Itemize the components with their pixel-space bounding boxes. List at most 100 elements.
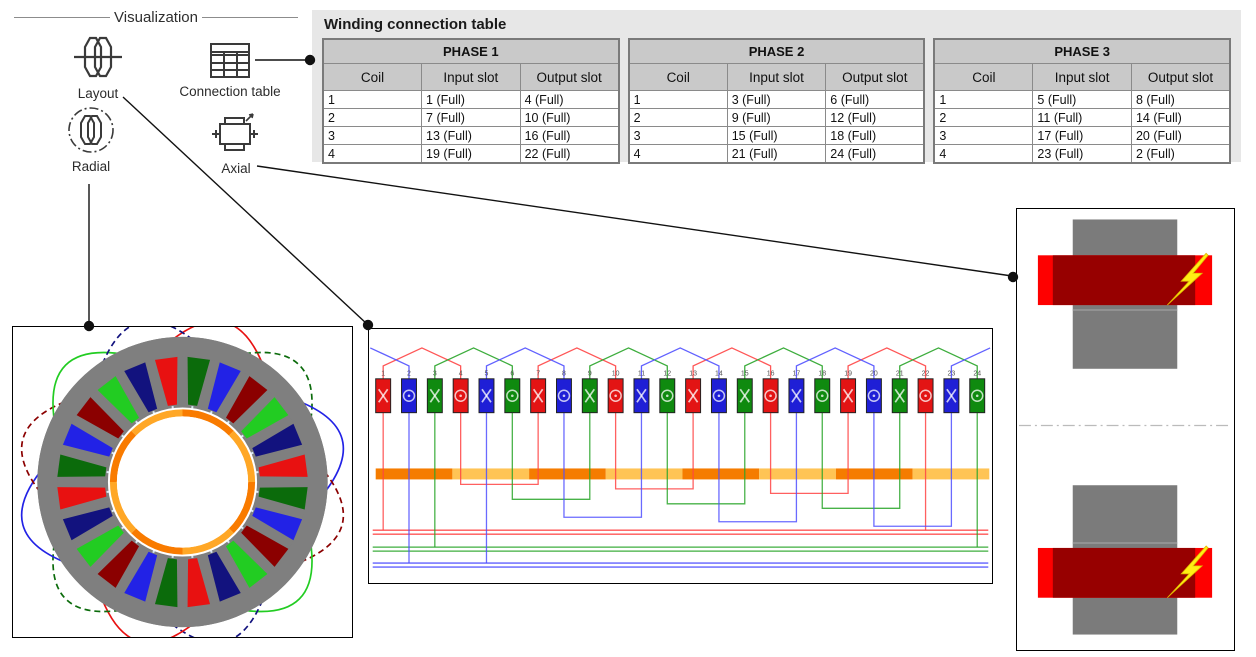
table-cell: 5 (Full) bbox=[1032, 90, 1132, 109]
table-cell: 1 bbox=[933, 90, 1034, 109]
table-row: 4 23 (Full) 2 (Full) bbox=[933, 144, 1231, 164]
svg-text:10: 10 bbox=[612, 370, 620, 377]
svg-text:3: 3 bbox=[433, 370, 437, 377]
table-cell: 17 (Full) bbox=[1032, 126, 1132, 145]
column-header: Input slot bbox=[421, 63, 521, 91]
option-axial[interactable]: Axial bbox=[196, 111, 276, 176]
svg-text:7: 7 bbox=[536, 370, 540, 377]
option-layout[interactable]: Layout bbox=[58, 32, 138, 101]
table-row: 3 17 (Full) 20 (Full) bbox=[933, 126, 1231, 145]
table-cell: 21 (Full) bbox=[726, 144, 827, 164]
column-header: Output slot bbox=[825, 63, 925, 91]
axial-view-icon bbox=[212, 113, 258, 151]
table-cell: 16 (Full) bbox=[519, 126, 620, 145]
table-cell: 4 (Full) bbox=[519, 90, 620, 109]
table-cell: 2 bbox=[322, 108, 423, 127]
column-header: Input slot bbox=[1032, 63, 1132, 91]
table-icon bbox=[210, 43, 250, 78]
option-connection-table-label: Connection table bbox=[179, 84, 281, 99]
table-cell: 7 (Full) bbox=[421, 108, 521, 127]
svg-text:16: 16 bbox=[767, 370, 775, 377]
table-cell: 18 (Full) bbox=[825, 126, 925, 145]
svg-text:11: 11 bbox=[638, 370, 645, 377]
table-row: 3 13 (Full) 16 (Full) bbox=[322, 126, 620, 145]
phase-header: PHASE 2 bbox=[628, 38, 925, 64]
svg-text:23: 23 bbox=[948, 370, 956, 377]
svg-text:4: 4 bbox=[459, 370, 463, 377]
table-row: 4 21 (Full) 24 (Full) bbox=[628, 144, 925, 164]
svg-text:2: 2 bbox=[407, 370, 411, 377]
table-cell: 8 (Full) bbox=[1130, 90, 1231, 109]
table-cell: 22 (Full) bbox=[519, 144, 620, 164]
table-cell: 23 (Full) bbox=[1032, 144, 1132, 164]
table-cell: 2 bbox=[933, 108, 1034, 127]
table-cell: 3 bbox=[628, 126, 728, 145]
svg-text:1: 1 bbox=[381, 370, 385, 377]
svg-text:24: 24 bbox=[973, 370, 981, 377]
svg-text:14: 14 bbox=[715, 370, 723, 377]
visualization-group: Visualization bbox=[14, 8, 299, 26]
phase-header: PHASE 1 bbox=[322, 38, 620, 64]
lightning-bolt-icon bbox=[1167, 545, 1209, 599]
radial-cross-section-drawing bbox=[20, 327, 345, 637]
column-header: Output slot bbox=[1130, 63, 1231, 91]
table-cell: 4 bbox=[322, 144, 423, 164]
table-cell: 15 (Full) bbox=[726, 126, 827, 145]
phase-table-1: PHASE 1 Coil Input slot Output slot 1 1 (Full… bbox=[322, 38, 620, 164]
table-cell: 19 (Full) bbox=[421, 144, 521, 164]
axial-view-drawing bbox=[1018, 219, 1233, 635]
legend-rule-left bbox=[14, 16, 111, 18]
table-cell: 2 (Full) bbox=[1130, 144, 1231, 164]
svg-text:13: 13 bbox=[689, 370, 697, 377]
table-cell: 4 bbox=[628, 144, 728, 164]
svg-text:12: 12 bbox=[663, 370, 671, 377]
table-cell: 11 (Full) bbox=[1032, 108, 1132, 127]
option-radial[interactable]: Radial bbox=[58, 105, 124, 174]
visualization-group-label: Visualization bbox=[114, 8, 198, 26]
winding-layout-icon bbox=[74, 36, 122, 78]
panel-title: Winding connection table bbox=[324, 16, 507, 33]
lightning-bolt-icon bbox=[1167, 252, 1209, 306]
svg-text:21: 21 bbox=[896, 370, 904, 377]
table-cell: 3 (Full) bbox=[726, 90, 827, 109]
table-cell: 1 bbox=[628, 90, 728, 109]
column-header: Output slot bbox=[519, 63, 620, 91]
table-cell: 1 (Full) bbox=[421, 90, 521, 109]
table-row: 4 19 (Full) 22 (Full) bbox=[322, 144, 620, 164]
option-layout-label: Layout bbox=[77, 86, 119, 101]
axial-view-figure bbox=[1016, 208, 1235, 651]
table-cell: 10 (Full) bbox=[519, 108, 620, 127]
svg-text:20: 20 bbox=[870, 370, 878, 377]
column-header: Coil bbox=[628, 63, 728, 91]
phase-table-3: PHASE 3 Coil Input slot Output slot 1 5 (Full… bbox=[933, 38, 1232, 164]
svg-text:18: 18 bbox=[818, 370, 826, 377]
option-radial-label: Radial bbox=[71, 159, 111, 174]
svg-text:15: 15 bbox=[741, 370, 749, 377]
table-cell: 24 (Full) bbox=[825, 144, 925, 164]
svg-text:22: 22 bbox=[922, 370, 930, 377]
table-cell: 6 (Full) bbox=[825, 90, 925, 109]
option-connection-table[interactable]: Connection table bbox=[160, 40, 300, 99]
column-header: Coil bbox=[322, 63, 423, 91]
table-cell: 1 bbox=[322, 90, 423, 109]
winding-layout-figure: 1 2 3 4 5 6 7 8 9 10 11 12 13 14 15 16 17 18 19 20 21 22 23 24 bbox=[368, 328, 993, 584]
table-cell: 14 (Full) bbox=[1130, 108, 1231, 127]
radial-view-icon bbox=[68, 107, 114, 153]
visualization-group-legend: Visualization bbox=[14, 8, 299, 26]
table-cell: 9 (Full) bbox=[726, 108, 827, 127]
table-row: 2 11 (Full) 14 (Full) bbox=[933, 108, 1231, 127]
table-cell: 4 bbox=[933, 144, 1034, 164]
table-cell: 3 bbox=[933, 126, 1034, 145]
phase-header: PHASE 3 bbox=[933, 38, 1231, 64]
svg-text:8: 8 bbox=[562, 370, 566, 377]
column-header: Coil bbox=[933, 63, 1034, 91]
table-cell: 13 (Full) bbox=[421, 126, 521, 145]
svg-text:6: 6 bbox=[510, 370, 514, 377]
svg-text:19: 19 bbox=[844, 370, 852, 377]
radial-cross-section-figure bbox=[12, 326, 353, 638]
